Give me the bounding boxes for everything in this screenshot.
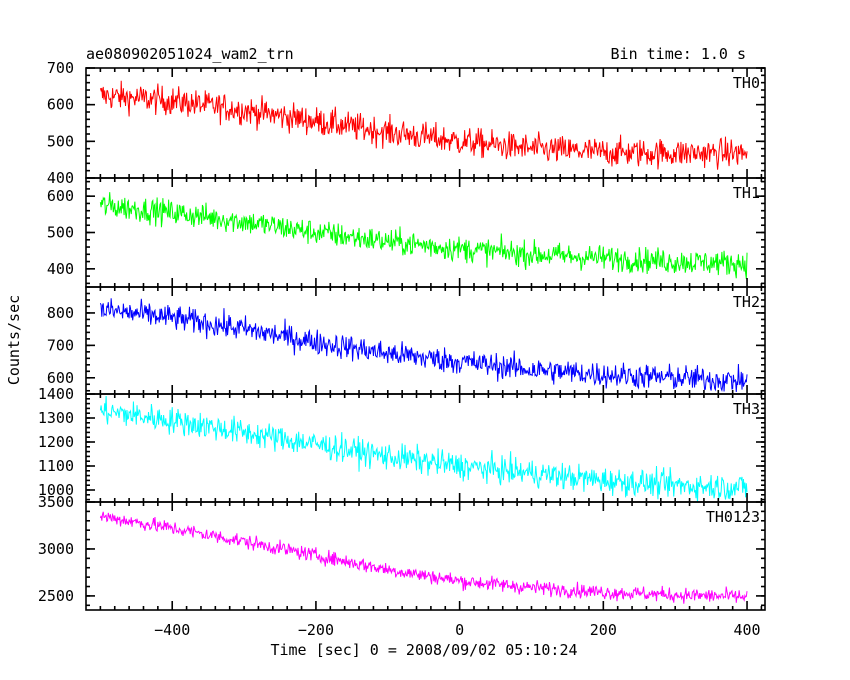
panel-frame xyxy=(85,393,766,503)
y-tick-label: 1300 xyxy=(38,409,74,427)
panels-group: 400 500 600 700 TH0 400 500 600 TH1 600 700 800 TH2 1… xyxy=(38,59,766,611)
y-tick-label: 1200 xyxy=(38,433,74,451)
panel-th0123: 2500 3000 3500 TH0123 xyxy=(38,493,766,611)
panel-label-th1: TH1 xyxy=(733,184,760,202)
y-tick-label: 1100 xyxy=(38,457,74,475)
series-line-th2 xyxy=(99,298,748,392)
panel-label-th3: TH3 xyxy=(733,400,760,418)
y-tick-label: 2500 xyxy=(38,587,74,605)
series-line-th1 xyxy=(99,192,748,280)
x-tick-label: 400 xyxy=(733,621,760,639)
panel-th0: 400 500 600 700 TH0 xyxy=(47,59,766,187)
series-line-th0 xyxy=(99,80,748,170)
panel-frame xyxy=(85,286,766,395)
x-tick-label: 0 xyxy=(455,621,464,639)
y-tick-label: 1000 xyxy=(38,481,74,499)
y-tick-label: 600 xyxy=(47,96,74,114)
y-tick-label: 3500 xyxy=(38,493,74,511)
x-tick-label: −200 xyxy=(298,621,334,639)
y-tick-label: 500 xyxy=(47,224,74,242)
chart-title: ae080902051024_wam2_trn xyxy=(86,45,294,63)
panel-th1: 400 500 600 TH1 xyxy=(47,177,766,288)
y-tick-label: 700 xyxy=(47,336,74,354)
y-tick-label: 400 xyxy=(47,169,74,187)
x-tick-label: −400 xyxy=(154,621,190,639)
y-tick-label: 400 xyxy=(47,260,74,278)
panel-label-th0123: TH0123 xyxy=(706,508,760,526)
y-tick-label: 500 xyxy=(47,132,74,150)
y-tick-label: 1400 xyxy=(38,385,74,403)
panel-th3: 1000 1100 1200 1300 1400 TH3 xyxy=(38,385,766,503)
panel-frame xyxy=(85,177,766,288)
y-tick-label: 800 xyxy=(47,304,74,322)
bin-time-label: Bin time: 1.0 s xyxy=(611,45,746,63)
panel-label-th0: TH0 xyxy=(733,74,760,92)
x-tick-label: 200 xyxy=(590,621,617,639)
x-axis-label: Time [sec] 0 = 2008/09/02 05:10:24 xyxy=(270,641,577,659)
y-tick-label: 600 xyxy=(47,187,74,205)
series-line-th3 xyxy=(99,395,748,502)
y-tick-label: 600 xyxy=(47,369,74,387)
y-tick-label: 3000 xyxy=(38,540,74,558)
panel-th2: 600 700 800 TH2 xyxy=(47,286,766,395)
x-axis-ticks: −400 −200 0 200 400 xyxy=(154,621,760,639)
panel-frame xyxy=(85,501,766,611)
y-axis-label: Counts/sec xyxy=(5,295,23,385)
series-line-th0123 xyxy=(99,511,748,604)
y-tick-label: 700 xyxy=(47,59,74,77)
panel-label-th2: TH2 xyxy=(733,293,760,311)
